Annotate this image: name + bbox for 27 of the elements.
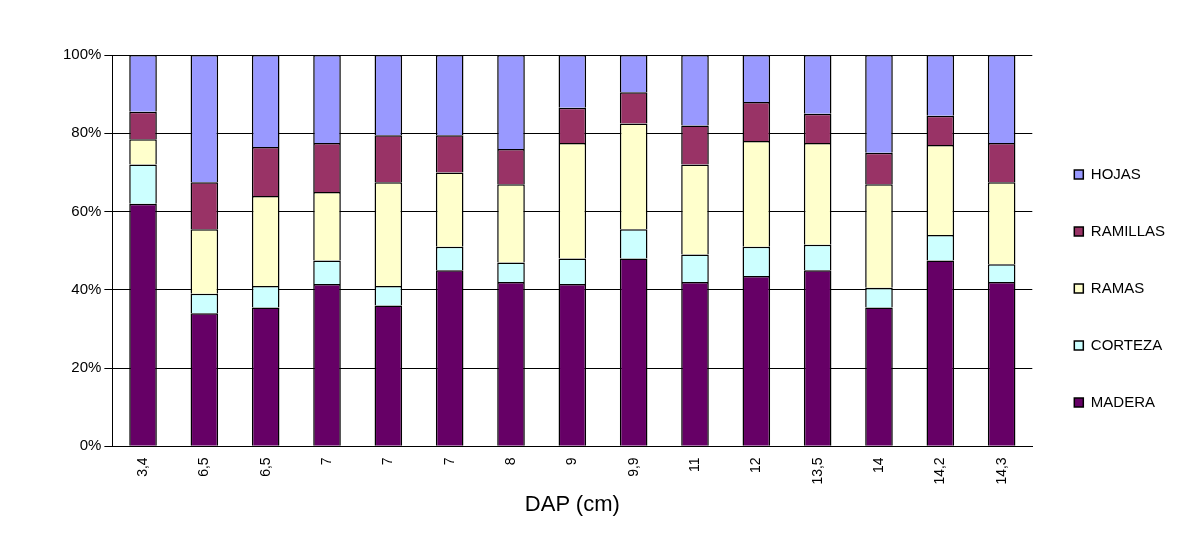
- x-tick-label: 13,5: [808, 457, 825, 485]
- y-tick-label: 100%: [62, 45, 102, 63]
- legend-label: RAMILLAS: [1090, 221, 1166, 239]
- y-tick-label: 60%: [71, 201, 102, 219]
- x-tick-label: 14,3: [992, 457, 1009, 485]
- legend-label: CORTEZA: [1090, 335, 1163, 353]
- x-tick-label: 14,2: [931, 457, 948, 485]
- y-tick-label: 80%: [71, 123, 102, 141]
- x-tick-label: 11: [685, 457, 702, 472]
- x-tick-label: 6,5: [256, 457, 273, 477]
- x-tick-label: 9,9: [624, 457, 641, 477]
- x-tick-label: 9: [563, 457, 580, 466]
- y-tick-label: 0%: [79, 436, 102, 454]
- x-tick-label: 7: [379, 457, 396, 466]
- legend-label: HOJAS: [1090, 164, 1141, 182]
- x-tick-label: 12: [747, 457, 764, 473]
- y-tick-label: 40%: [71, 279, 102, 297]
- y-tick-label: 20%: [71, 358, 102, 376]
- x-tick-label: 7: [317, 457, 334, 466]
- legend-label: MADERA: [1090, 392, 1155, 410]
- x-tick-label: 14: [869, 457, 886, 473]
- x-tick-label: 3,4: [133, 457, 150, 477]
- x-tick-label: 6,5: [195, 457, 212, 477]
- x-tick-label: 7: [440, 457, 457, 466]
- x-axis-title: DAP (cm): [524, 490, 620, 516]
- legend-label: RAMAS: [1090, 278, 1145, 296]
- x-tick-label: 8: [501, 457, 518, 466]
